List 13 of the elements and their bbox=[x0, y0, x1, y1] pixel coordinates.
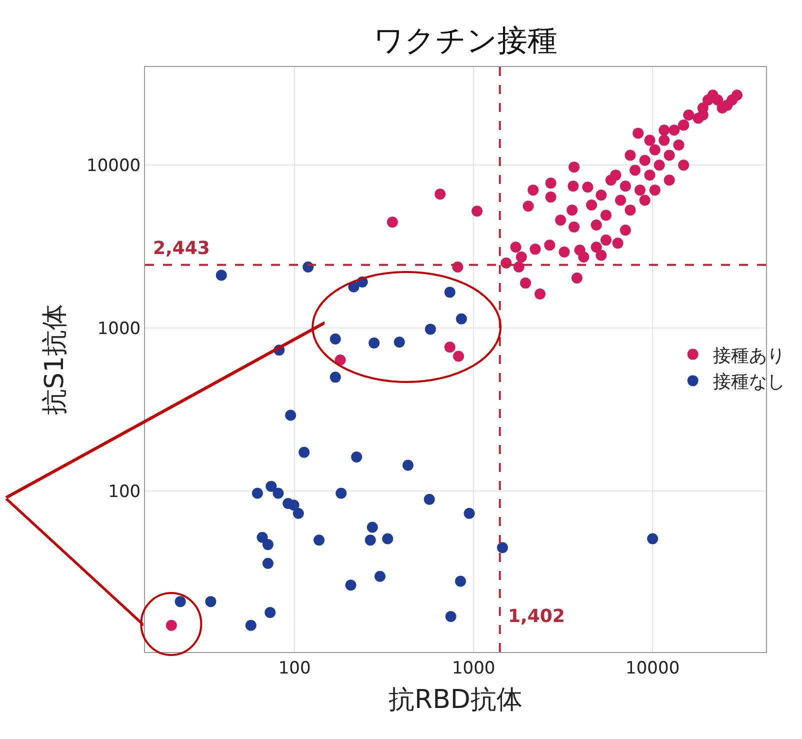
legend-label: 接種なし bbox=[712, 372, 785, 393]
chart-title: ワクチン接種 bbox=[374, 24, 558, 58]
ref-line-label: 2,443 bbox=[153, 238, 210, 259]
ref-line-label: 1,402 bbox=[508, 606, 565, 627]
y-tick-label: 10000 bbox=[86, 156, 141, 176]
legend-label: 接種あり bbox=[712, 345, 785, 366]
x-tick-label: 100 bbox=[278, 658, 311, 678]
y-tick-label: 1000 bbox=[97, 319, 141, 340]
x-tick-label: 1000 bbox=[452, 658, 496, 678]
x-axis-title: 抗RBD抗体 bbox=[388, 685, 522, 716]
y-tick-label: 100 bbox=[108, 482, 141, 502]
y-axis-title: 抗S1抗体 bbox=[40, 304, 70, 416]
x-tick-label: 10000 bbox=[626, 658, 680, 678]
